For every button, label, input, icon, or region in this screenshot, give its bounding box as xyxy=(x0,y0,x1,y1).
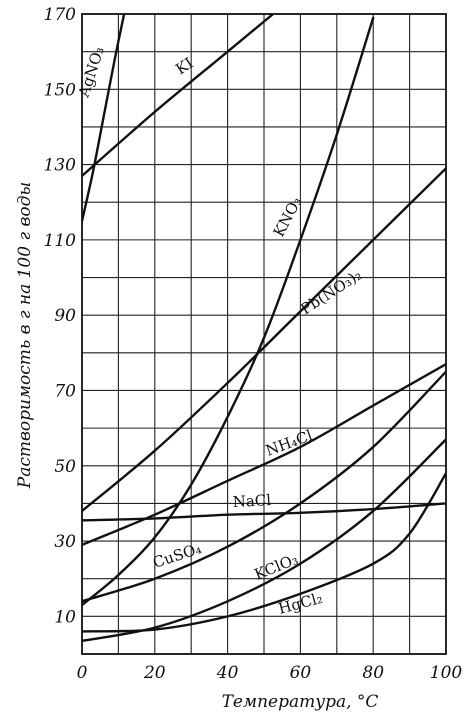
series-line-nh4cl xyxy=(82,362,446,547)
series-label-agno3: AgNO₃ xyxy=(74,44,107,100)
grid xyxy=(82,14,446,654)
series-label-nh4cl: NH₄Cl xyxy=(263,426,315,460)
y-tick-label: 150 xyxy=(44,80,77,100)
x-tick-label: 60 xyxy=(290,663,312,683)
x-tick-label: 100 xyxy=(430,663,463,683)
y-tick-label: 70 xyxy=(54,381,76,401)
y-tick-label: 30 xyxy=(54,532,76,552)
y-tick-label: 170 xyxy=(44,5,77,25)
series-line-pb-no3-2 xyxy=(82,167,446,513)
x-tick-label: 80 xyxy=(362,663,384,683)
series-label-nacl: NaCl xyxy=(232,491,271,511)
series-label-cuso4: CuSO₄ xyxy=(151,539,204,571)
x-tick-label: 0 xyxy=(77,663,88,683)
series-line-agno3 xyxy=(82,14,126,223)
y-axis-title: Растворимость в г на 100 г воды xyxy=(15,182,35,489)
y-tick-label: 90 xyxy=(54,306,76,326)
y-tick-labels: 10 30 50 70 90 110 130 150 170 xyxy=(44,5,77,627)
x-axis-title: Температура, °C xyxy=(222,692,379,712)
series-line-hgcl2 xyxy=(82,472,446,633)
y-tick-label: 50 xyxy=(54,457,76,477)
y-tick-label: 110 xyxy=(44,231,77,251)
series-line-kclo3 xyxy=(82,438,446,643)
x-tick-label: 20 xyxy=(143,663,166,683)
curves xyxy=(82,14,446,643)
y-tick-label: 10 xyxy=(54,607,76,627)
series-line-nacl xyxy=(82,502,446,522)
series-label-pb-no3-2: Pb(NO₃)₂ xyxy=(297,266,365,319)
series-line-cuso4 xyxy=(82,370,446,603)
y-tick-label: 130 xyxy=(44,156,77,176)
series-line-kno3 xyxy=(82,16,375,607)
series-line-ki xyxy=(82,14,275,178)
x-tick-label: 40 xyxy=(216,663,239,683)
x-tick-labels: 0 20 40 60 80 100 xyxy=(77,663,463,683)
plot-frame xyxy=(81,13,447,655)
series-label-ki: KI xyxy=(172,54,196,78)
